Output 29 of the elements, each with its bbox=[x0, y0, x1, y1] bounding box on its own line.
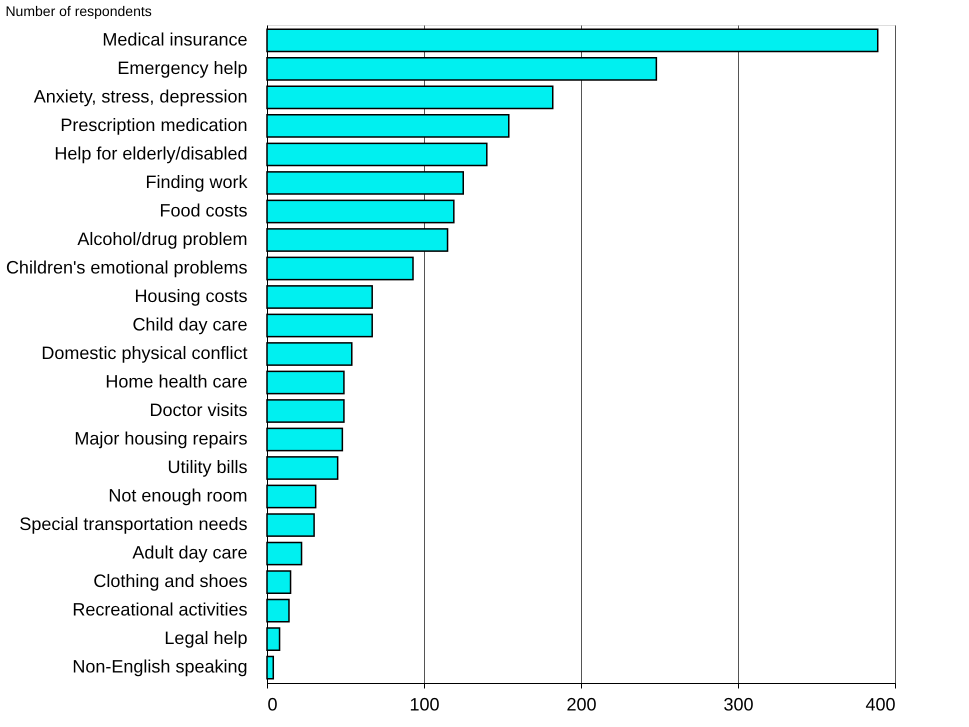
y-tick-label: Major housing repairs bbox=[74, 428, 248, 449]
x-axis-title: Number of respondents bbox=[5, 3, 152, 19]
y-tick-label: Emergency help bbox=[117, 58, 248, 78]
x-tick-label: 200 bbox=[566, 694, 597, 714]
y-tick-label: Help for elderly/disabled bbox=[54, 143, 248, 164]
x-tick-label: 300 bbox=[723, 694, 754, 714]
y-tick-label: Doctor visits bbox=[149, 400, 248, 420]
y-tick-label: Food costs bbox=[159, 200, 248, 220]
y-tick-label: Alcohol/drug problem bbox=[77, 228, 248, 249]
y-tick-label: Recreational activities bbox=[72, 600, 248, 620]
y-tick-label: Utility bills bbox=[167, 457, 248, 478]
y-tick-label: Prescription medication bbox=[60, 114, 248, 135]
y-tick-label: Non-English speaking bbox=[72, 656, 248, 677]
y-tick-label: Home health care bbox=[105, 372, 248, 392]
y-tick-label: Children's emotional problems bbox=[6, 257, 248, 278]
x-tick-label: 0 bbox=[268, 694, 278, 714]
y-tick-label: Anxiety, stress, depression bbox=[34, 86, 248, 106]
x-tick-label: 100 bbox=[409, 694, 440, 714]
y-tick-label: Housing costs bbox=[134, 286, 248, 306]
y-tick-label: Legal help bbox=[164, 628, 248, 648]
y-tick-label: Finding work bbox=[145, 172, 248, 192]
x-tick-label: 400 bbox=[865, 694, 896, 714]
y-tick-label: Child day care bbox=[132, 314, 248, 334]
y-tick-label: Special transportation needs bbox=[19, 514, 248, 534]
y-tick-label: Domestic physical conflict bbox=[41, 343, 248, 363]
y-tick-label: Medical insurance bbox=[102, 29, 248, 50]
y-tick-label: Adult day care bbox=[132, 542, 248, 563]
y-tick-label: Not enough room bbox=[108, 486, 248, 506]
y-tick-label: Clothing and shoes bbox=[93, 571, 248, 592]
